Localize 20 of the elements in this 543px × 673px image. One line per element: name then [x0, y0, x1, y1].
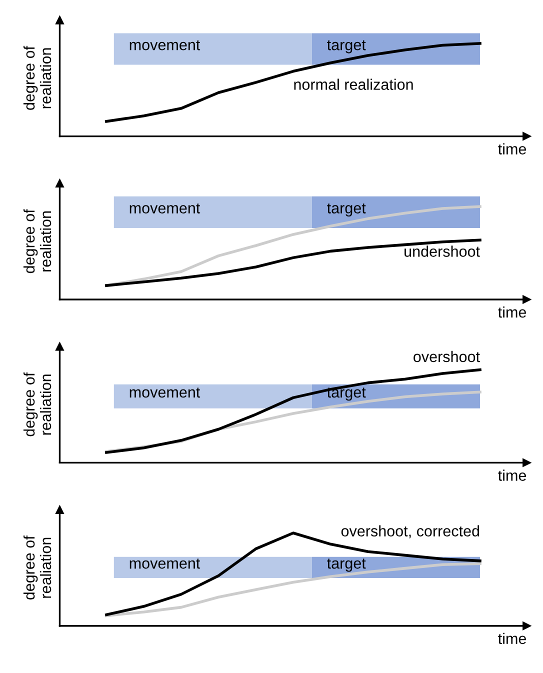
series-label: undershoot: [404, 246, 480, 257]
annotation: movement: [130, 40, 200, 50]
y-axis-title: degree of realiation: [23, 46, 52, 110]
x-axis-title: time: [498, 143, 526, 154]
y-axis-title: degree of realiation: [23, 536, 52, 600]
annotation: movement: [130, 203, 200, 214]
x-axis-title: time: [498, 306, 526, 318]
x-axis-title: time: [498, 632, 526, 644]
x-axis-title: time: [498, 470, 526, 481]
annotation: target: [327, 558, 366, 572]
annotation: target: [327, 40, 366, 54]
annotation: movement: [130, 558, 200, 569]
series-label: normal realization: [294, 78, 413, 90]
series-label: overshoot, corrected: [341, 525, 480, 538]
y-axis-title: degree of realiation: [23, 372, 52, 436]
annotation: target: [327, 203, 366, 217]
y-axis-title: degree of realiation: [23, 209, 52, 274]
annotation: movement: [130, 388, 200, 398]
annotation: target: [327, 388, 366, 401]
series-label: overshoot: [414, 350, 480, 362]
